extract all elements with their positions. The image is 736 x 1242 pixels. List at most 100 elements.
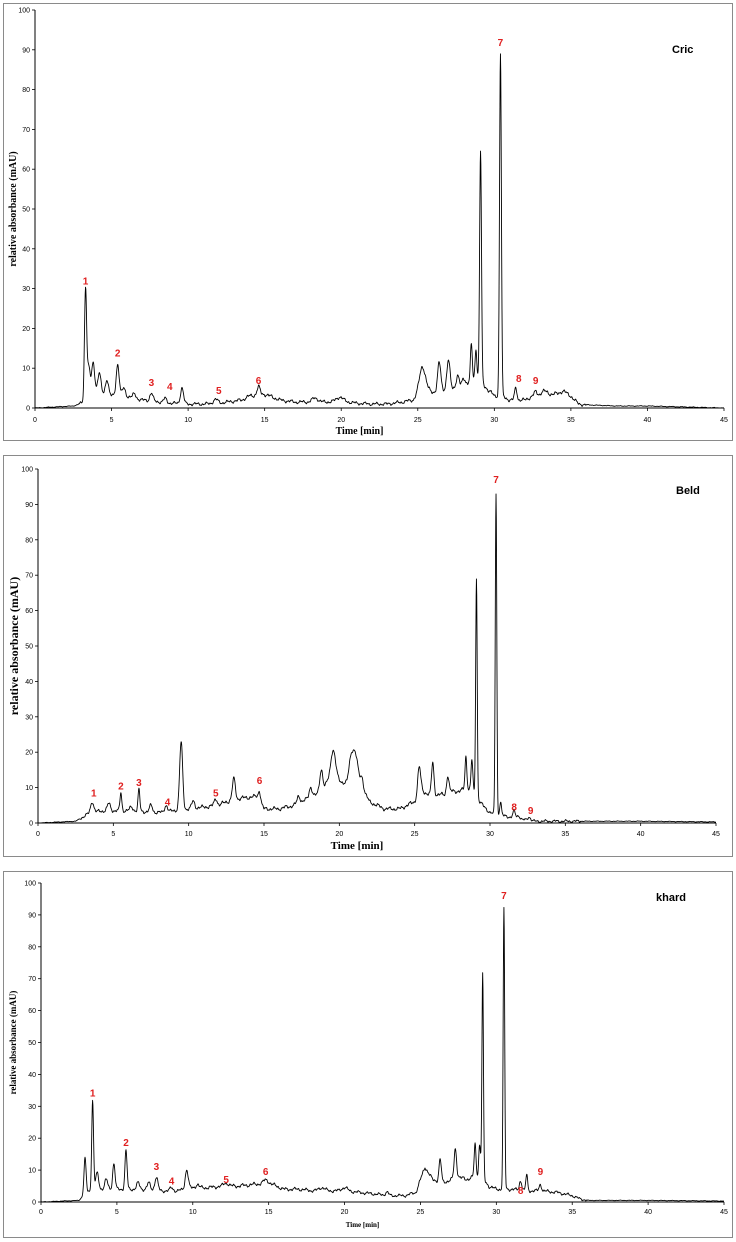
x-tick-label: 45 bbox=[720, 1209, 728, 1216]
peak-label-7: 7 bbox=[501, 891, 507, 902]
chromatogram-trace-beld bbox=[37, 493, 717, 824]
peak-label-1: 1 bbox=[91, 788, 97, 799]
peak-label-3: 3 bbox=[136, 778, 142, 789]
y-tick-label: 30 bbox=[25, 714, 33, 721]
x-tick-label: 10 bbox=[189, 1209, 197, 1216]
x-tick-label: 20 bbox=[341, 1209, 349, 1216]
x-tick-label: 25 bbox=[417, 1209, 425, 1216]
peak-label-9: 9 bbox=[528, 806, 534, 817]
sample-name: Cric bbox=[672, 44, 693, 56]
x-tick-label: 15 bbox=[265, 1209, 273, 1216]
y-tick-label: 70 bbox=[28, 976, 36, 983]
x-tick-label: 30 bbox=[492, 1209, 500, 1216]
sample-name: Beld bbox=[676, 485, 700, 497]
x-tick-label: 5 bbox=[110, 417, 114, 424]
y-tick-label: 10 bbox=[25, 785, 33, 792]
peak-label-2: 2 bbox=[115, 348, 121, 359]
peak-label-8: 8 bbox=[518, 1186, 524, 1197]
y-tick-label: 60 bbox=[28, 1008, 36, 1015]
x-tick-label: 5 bbox=[111, 831, 115, 838]
x-tick-label: 35 bbox=[567, 417, 575, 424]
peak-label-1: 1 bbox=[90, 1089, 96, 1100]
peak-label-8: 8 bbox=[511, 803, 517, 814]
chromatogram-trace-cric bbox=[34, 53, 725, 409]
peak-label-7: 7 bbox=[498, 38, 504, 49]
peak-label-7: 7 bbox=[493, 475, 499, 486]
y-tick-label: 20 bbox=[25, 750, 33, 757]
peak-label-1: 1 bbox=[83, 277, 89, 288]
chromatogram-panel-beld: 0 10 20 30 40 50 60 70 80 90 100 0 5 10 15 20 25 30 35 40 45… bbox=[3, 455, 733, 857]
peak-label-5: 5 bbox=[213, 788, 219, 799]
y-tick-label: 80 bbox=[28, 944, 36, 951]
peak-label-5: 5 bbox=[216, 386, 222, 397]
y-tick-label: 60 bbox=[25, 608, 33, 615]
peak-label-3: 3 bbox=[154, 1162, 160, 1173]
x-axis-title: Time [min] bbox=[346, 1221, 380, 1229]
x-tick-label: 15 bbox=[261, 417, 269, 424]
y-tick-label: 50 bbox=[25, 644, 33, 651]
y-tick-label: 40 bbox=[25, 679, 33, 686]
peak-label-4: 4 bbox=[169, 1176, 175, 1187]
y-tick-label: 90 bbox=[28, 912, 36, 919]
peak-label-2: 2 bbox=[118, 781, 124, 792]
y-tick-label: 90 bbox=[22, 47, 30, 54]
sample-name: khard bbox=[656, 892, 686, 904]
y-tick-label: 80 bbox=[22, 87, 30, 94]
x-tick-label: 25 bbox=[411, 831, 419, 838]
x-tick-label: 0 bbox=[39, 1209, 43, 1216]
x-tick-label: 30 bbox=[486, 831, 494, 838]
y-tick-label: 90 bbox=[25, 502, 33, 509]
y-tick-label: 100 bbox=[18, 8, 30, 15]
chromatogram-panel-cric: 0 10 20 30 40 50 60 70 80 90 100 0 5 10 15 20 25 30 35 40 45… bbox=[3, 3, 733, 441]
y-tick-label: 20 bbox=[22, 326, 30, 333]
y-tick-label: 0 bbox=[32, 1200, 36, 1207]
y-tick-label: 60 bbox=[22, 167, 30, 174]
y-tick-label: 0 bbox=[29, 821, 33, 828]
peak-label-9: 9 bbox=[538, 1167, 544, 1178]
x-tick-label: 35 bbox=[561, 831, 569, 838]
peak-label-9: 9 bbox=[533, 376, 539, 387]
y-tick-label: 80 bbox=[25, 537, 33, 544]
y-tick-label: 30 bbox=[22, 286, 30, 293]
x-tick-label: 40 bbox=[644, 417, 652, 424]
y-tick-label: 100 bbox=[24, 881, 36, 888]
peak-label-4: 4 bbox=[167, 382, 173, 393]
y-tick-label: 10 bbox=[22, 366, 30, 373]
y-axis-title: relative absorbance (mAU) bbox=[8, 991, 18, 1095]
x-tick-label: 0 bbox=[36, 831, 40, 838]
x-tick-label: 20 bbox=[337, 417, 345, 424]
x-tick-label: 40 bbox=[644, 1209, 652, 1216]
y-tick-label: 70 bbox=[25, 573, 33, 580]
peak-label-6: 6 bbox=[256, 376, 262, 387]
x-tick-label: 45 bbox=[720, 417, 728, 424]
x-tick-label: 25 bbox=[414, 417, 422, 424]
x-tick-label: 15 bbox=[260, 831, 268, 838]
x-axis-title: Time [min] bbox=[336, 426, 384, 437]
x-tick-label: 10 bbox=[184, 417, 192, 424]
y-axis-title: relative absorbance (mAU) bbox=[8, 151, 19, 266]
peak-label-8: 8 bbox=[516, 374, 522, 385]
peak-label-3: 3 bbox=[149, 378, 155, 389]
y-axis-title: relative absorbance (mAU) bbox=[7, 577, 21, 715]
y-tick-label: 40 bbox=[22, 246, 30, 253]
y-tick-label: 20 bbox=[28, 1136, 36, 1143]
x-tick-label: 20 bbox=[335, 831, 343, 838]
y-tick-label: 10 bbox=[28, 1168, 36, 1175]
peak-label-5: 5 bbox=[223, 1175, 229, 1186]
peak-label-2: 2 bbox=[123, 1138, 129, 1149]
peak-label-6: 6 bbox=[257, 776, 263, 787]
x-tick-label: 35 bbox=[568, 1209, 576, 1216]
chromatogram-trace-khard bbox=[40, 906, 725, 1203]
peak-label-4: 4 bbox=[165, 797, 171, 808]
y-tick-label: 50 bbox=[28, 1040, 36, 1047]
x-tick-label: 40 bbox=[637, 831, 645, 838]
x-tick-label: 30 bbox=[490, 417, 498, 424]
peak-label-6: 6 bbox=[263, 1167, 269, 1178]
x-tick-label: 45 bbox=[712, 831, 720, 838]
x-tick-label: 5 bbox=[115, 1209, 119, 1216]
y-tick-label: 50 bbox=[22, 207, 30, 214]
y-tick-label: 40 bbox=[28, 1072, 36, 1079]
chromatogram-panel-khard: 0 10 20 30 40 50 60 70 80 90 100 0 5 10 15 20 25 30 35 40 45… bbox=[3, 871, 733, 1238]
